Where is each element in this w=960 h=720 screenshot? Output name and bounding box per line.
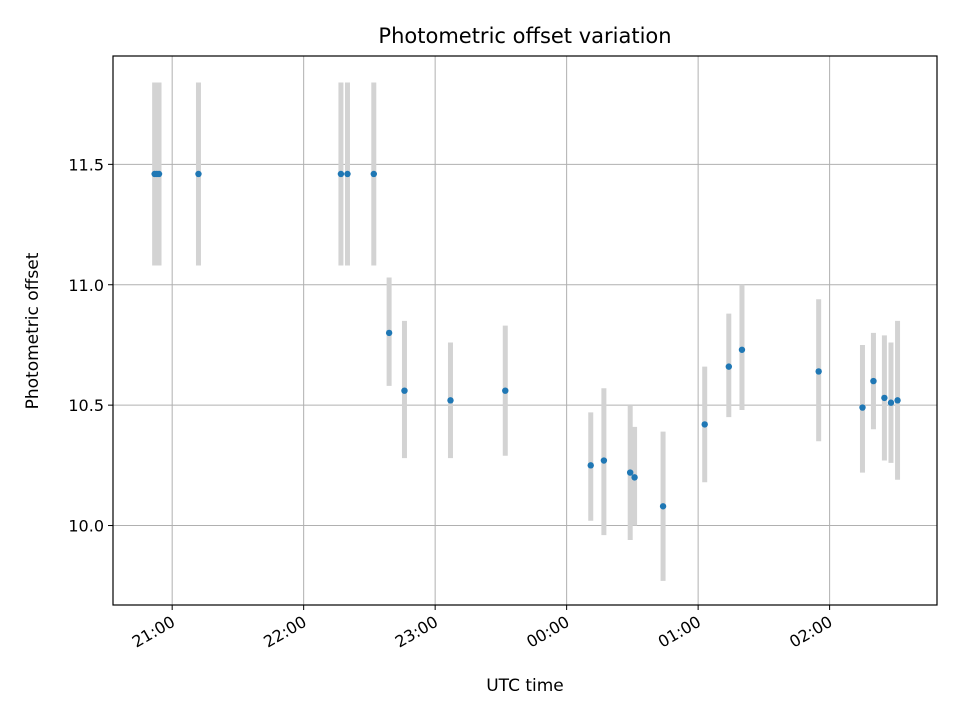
data-point — [887, 399, 895, 406]
data-point — [626, 469, 634, 476]
x-tick-label: 21:00 — [129, 612, 178, 652]
data-point — [600, 457, 608, 464]
data-point — [587, 462, 594, 469]
data-point — [725, 363, 733, 370]
y-axis-label: Photometric offset — [23, 252, 43, 409]
data-points — [151, 170, 901, 510]
chart-title: Photometric offset variation — [378, 24, 671, 48]
data-point — [370, 170, 377, 178]
data-point — [701, 421, 708, 428]
data-point — [738, 346, 746, 353]
data-point — [337, 170, 345, 178]
y-tick-label: 11.0 — [68, 276, 104, 295]
data-point — [859, 404, 866, 411]
x-tick-label: 00:00 — [523, 612, 572, 652]
y-tick-label: 11.5 — [68, 155, 104, 174]
data-point — [195, 170, 202, 178]
data-point — [385, 329, 393, 337]
data-point — [894, 397, 901, 404]
y-tick-label: 10.5 — [68, 396, 104, 415]
data-point — [447, 397, 454, 404]
data-point — [631, 474, 638, 481]
data-point — [401, 387, 408, 394]
plot-frame — [112, 55, 938, 606]
x-tick-label: 23:00 — [392, 612, 441, 652]
grid — [113, 56, 937, 605]
x-tick-label: 02:00 — [786, 612, 835, 652]
error-bars — [152, 82, 901, 581]
data-point — [815, 368, 822, 375]
x-tick-label: 01:00 — [655, 612, 704, 652]
y-tick-label: 10.0 — [68, 517, 104, 536]
y-axis-ticks: 10.0 10.5 11.0 11.5 — [68, 155, 113, 536]
data-point — [155, 170, 163, 178]
data-point — [502, 387, 509, 394]
data-point — [344, 170, 351, 178]
data-point — [881, 394, 888, 402]
data-point — [870, 377, 877, 385]
data-point — [659, 503, 667, 510]
x-axis-label: UTC time — [486, 676, 564, 696]
x-tick-label: 22:00 — [260, 612, 309, 652]
x-axis-ticks: 21:00 22:00 23:00 00:00 01:00 02:00 — [129, 605, 836, 652]
